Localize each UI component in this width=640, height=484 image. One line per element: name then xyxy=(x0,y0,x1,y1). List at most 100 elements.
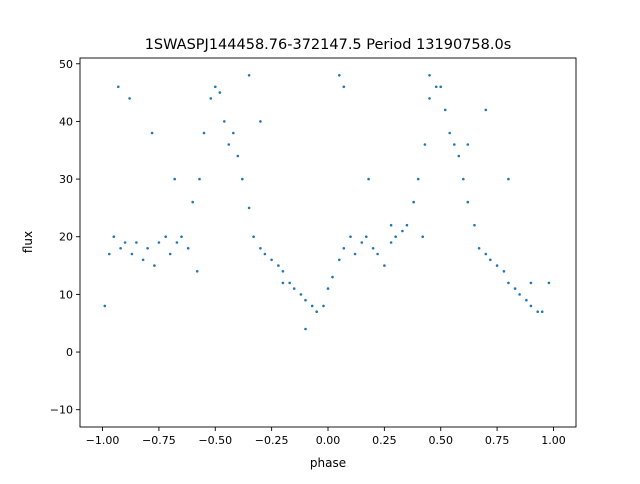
data-point xyxy=(117,85,120,89)
data-point xyxy=(236,154,240,158)
data-point xyxy=(423,143,427,146)
x-tick-label: −0.25 xyxy=(255,434,289,447)
data-point xyxy=(214,85,217,89)
data-point xyxy=(299,293,303,296)
x-tick-label: −0.75 xyxy=(142,434,176,447)
x-tick-label: 0.25 xyxy=(372,434,397,447)
data-point xyxy=(277,264,280,267)
data-point xyxy=(130,252,134,256)
data-point xyxy=(443,108,447,112)
y-tick-label: 0 xyxy=(66,346,73,359)
data-point xyxy=(338,74,341,77)
data-point xyxy=(502,270,506,273)
data-point xyxy=(495,264,499,267)
y-tick-label: 50 xyxy=(59,58,73,71)
data-point xyxy=(428,74,431,77)
data-point xyxy=(168,252,172,256)
data-point xyxy=(484,252,488,256)
data-point xyxy=(270,258,273,262)
data-point xyxy=(315,310,319,314)
data-point xyxy=(173,177,176,181)
x-tick-label: 1.00 xyxy=(541,434,566,447)
data-point xyxy=(247,206,251,210)
data-point xyxy=(342,85,346,89)
x-tick-label: 0.00 xyxy=(316,434,341,447)
data-point xyxy=(232,131,235,135)
data-point xyxy=(453,143,456,146)
y-tick-label: −10 xyxy=(50,404,73,417)
x-tick-label: −1.00 xyxy=(86,434,120,447)
data-point xyxy=(157,241,161,244)
data-point xyxy=(383,264,386,267)
data-point xyxy=(304,298,307,302)
data-point xyxy=(507,177,510,181)
data-point xyxy=(191,200,194,204)
data-point xyxy=(536,310,539,314)
data-point xyxy=(292,287,296,290)
data-point xyxy=(146,247,149,250)
data-point xyxy=(202,131,206,135)
data-point xyxy=(209,97,213,100)
data-point xyxy=(466,143,470,146)
y-tick-label: 40 xyxy=(59,115,73,128)
data-point xyxy=(547,281,551,285)
data-point xyxy=(473,223,476,227)
data-point xyxy=(389,223,393,227)
x-tick-label: 0.50 xyxy=(428,434,453,447)
data-point xyxy=(367,177,370,181)
data-point xyxy=(198,177,201,181)
data-point xyxy=(401,229,404,233)
chart-title: 1SWASPJ144458.76-372147.5 Period 1319075… xyxy=(145,37,512,53)
data-point xyxy=(466,200,470,204)
x-axis-label: phase xyxy=(310,456,346,470)
data-point xyxy=(457,154,461,158)
points-layer xyxy=(103,74,551,331)
data-point xyxy=(525,298,528,302)
data-point xyxy=(141,258,145,262)
data-point xyxy=(394,235,397,238)
data-point xyxy=(322,304,325,308)
data-point xyxy=(513,287,517,290)
data-point xyxy=(434,85,438,89)
data-point xyxy=(180,235,183,238)
data-point xyxy=(412,200,416,204)
data-point xyxy=(218,91,222,94)
data-point xyxy=(263,252,267,256)
data-point xyxy=(112,235,116,238)
x-axis: −1.00 −0.75 −0.50 −0.25 0.00 0.25 0.50 0.75 1.00 xyxy=(86,427,566,447)
data-point xyxy=(489,258,492,262)
data-point xyxy=(540,310,544,314)
data-point xyxy=(281,270,285,273)
data-point xyxy=(405,223,409,227)
x-tick-label: 0.75 xyxy=(485,434,510,447)
y-tick-label: 30 xyxy=(59,173,73,186)
x-tick-label: −0.50 xyxy=(198,434,232,447)
data-point xyxy=(529,304,533,308)
y-tick-label: 10 xyxy=(59,288,73,301)
data-point xyxy=(439,85,443,89)
data-point xyxy=(477,247,481,250)
data-point xyxy=(135,241,138,244)
data-point xyxy=(186,247,190,250)
data-point xyxy=(223,120,226,123)
data-point xyxy=(108,252,111,256)
data-point xyxy=(259,247,262,250)
data-point xyxy=(448,131,452,135)
data-point xyxy=(153,264,156,267)
data-point xyxy=(484,108,488,112)
data-point xyxy=(119,247,122,250)
data-point xyxy=(247,74,251,77)
data-point xyxy=(371,247,375,250)
data-point xyxy=(416,177,420,181)
data-point xyxy=(331,275,334,279)
data-point xyxy=(518,293,521,296)
data-point xyxy=(353,252,357,256)
data-point xyxy=(462,177,465,181)
data-point xyxy=(349,235,352,238)
data-point xyxy=(365,235,368,238)
data-point xyxy=(164,235,167,238)
data-point xyxy=(175,241,179,244)
